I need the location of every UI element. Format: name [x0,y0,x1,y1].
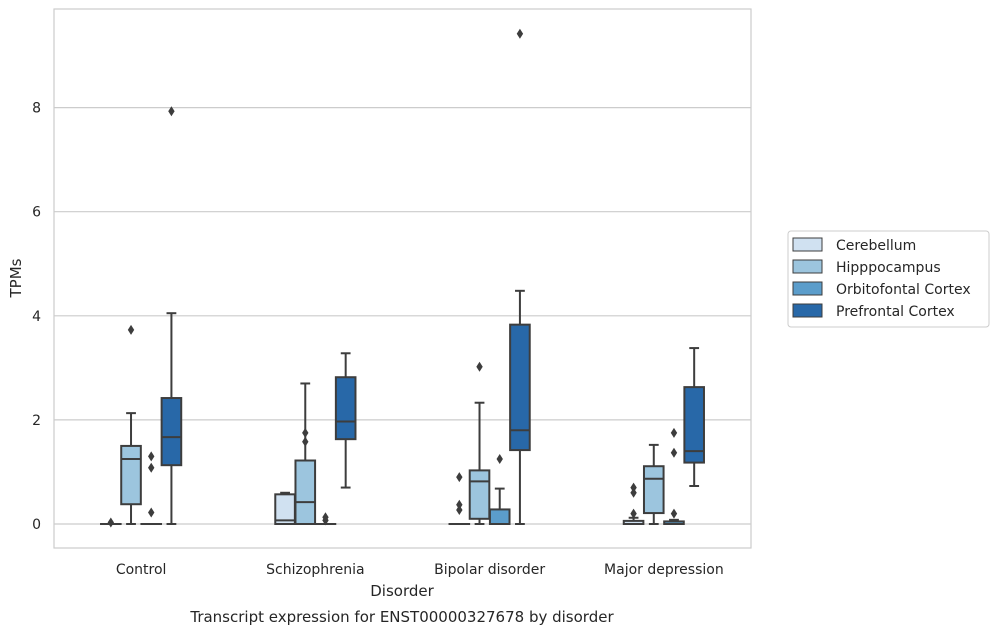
y-tick-label: 6 [32,205,41,221]
iqr-box [642,465,665,515]
legend: Cerebellum Hipppocampus Orbitofontal Corte… [787,230,990,328]
x-tick-label: Control [116,562,167,578]
iqr-box [509,323,531,452]
box-Prefrontal Cortex-Major depression [683,347,705,488]
box-Cerebellum-Major depression [622,482,645,526]
legend-swatch [792,281,823,296]
outlier-point [630,487,637,498]
legend-frame [787,230,990,328]
box-Orbitofontal Cortex-Major depression [663,427,685,526]
outlier-point [168,106,175,117]
box-Cerebellum-Schizophrenia [274,491,296,526]
iqr-box [683,386,705,464]
chart-title: Transcript expression for ENST0000032767… [189,608,614,626]
legend-label: Orbitofontal Cortex [836,282,971,298]
outlier-point [456,499,463,510]
outlier-point [127,324,135,335]
iqr-box [334,376,357,441]
outlier-point [670,427,678,438]
outlier-point [302,436,309,447]
legend-swatch [792,237,823,252]
x-tick-label: Bipolar disorder [434,562,545,578]
outlier-point [148,462,155,473]
outlier-point [456,472,463,483]
y-axis-title: TPMs [7,258,25,298]
box-Orbitofontal Cortex-Control [140,451,163,526]
legend-swatch [792,259,823,274]
outlier-point [630,508,637,519]
x-tick-label: Major depression [604,562,724,578]
box-Orbitofontal Cortex-Schizophrenia [314,512,337,526]
y-tick-label: 4 [32,309,41,325]
iqr-box [160,397,183,467]
legend-label: Prefrontal Cortex [836,304,955,320]
y-tick-label: 0 [32,517,41,533]
legend-swatch [792,303,823,318]
y-tick-labels: 0 2 4 6 8 [32,101,41,533]
legend-label: Hipppocampus [836,260,941,276]
outlier-point [496,453,503,464]
outlier-point [670,447,678,458]
box-Hipppocampus-Bipolar disorder [468,361,491,525]
outlier-point [516,28,524,39]
y-tick-label: 8 [32,101,41,117]
x-tick-label: Schizophrenia [266,562,364,578]
outlier-point [322,512,329,523]
box-Cerebellum-Bipolar disorder [448,472,471,526]
iqr-box [294,459,317,525]
x-tick-labels: Control Schizophrenia Bipolar disorder Majo… [116,562,724,578]
outlier-point [107,517,115,528]
box-Cerebellum-Control [100,517,122,528]
outlier-point [148,451,155,462]
legend-label: Cerebellum [836,238,916,254]
iqr-box [468,469,491,520]
outlier-point [630,482,637,493]
outlier-point [670,508,678,519]
box-Hipppocampus-Schizophrenia [294,382,317,525]
box-Orbitofontal Cortex-Bipolar disorder [488,453,511,525]
outlier-point [476,361,483,372]
box-Hipppocampus-Major depression [642,443,665,525]
box-Prefrontal Cortex-Control [160,106,183,525]
gridlines [54,106,751,525]
y-tick-label: 2 [32,413,41,429]
box-Hipppocampus-Control [120,324,142,525]
box-Prefrontal Cortex-Bipolar disorder [509,28,531,525]
outlier-point [148,507,155,518]
iqr-box [120,444,142,506]
iqr-box [488,508,511,525]
x-axis-title: Disorder [370,582,434,600]
boxes [100,28,705,528]
plot-frame [53,8,752,549]
outlier-point [456,504,463,515]
box-Prefrontal Cortex-Schizophrenia [334,352,357,489]
outlier-point [302,427,309,438]
